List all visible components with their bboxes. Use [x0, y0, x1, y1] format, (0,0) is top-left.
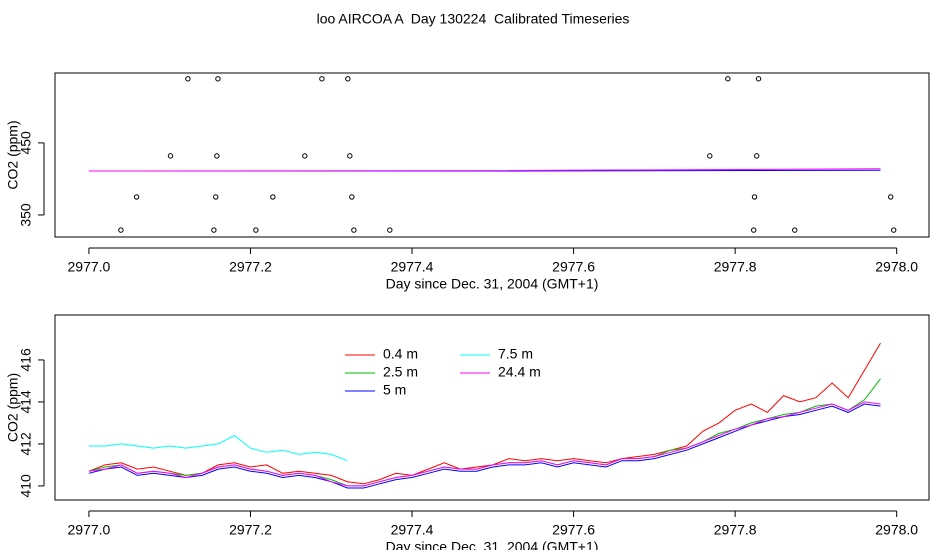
data-point	[167, 153, 174, 159]
x-tick-label: 2978.0	[875, 259, 918, 275]
data-point	[751, 194, 758, 200]
series-line	[88, 342, 881, 485]
data-point	[751, 227, 757, 233]
x-tick-label: 2977.6	[552, 259, 595, 275]
y-tick-label: 350	[18, 203, 34, 227]
data-point	[387, 227, 393, 233]
legend-label: 7.5 m	[498, 346, 533, 362]
legend-label: 5 m	[383, 382, 406, 398]
legend-label: 24.4 m	[498, 364, 541, 380]
y-tick-label: 416	[18, 348, 34, 372]
data-point	[891, 227, 897, 233]
data-point	[351, 227, 357, 233]
x-axis-title: Day since Dec. 31, 2004 (GMT+1)	[386, 539, 599, 550]
data-point	[347, 153, 353, 159]
x-tick-label: 2977.4	[391, 259, 434, 275]
legend-label: 0.4 m	[383, 346, 418, 362]
y-tick-label: 410	[18, 474, 34, 498]
x-axis-title: Day since Dec. 31, 2004 (GMT+1)	[386, 276, 599, 292]
series-line	[88, 403, 881, 489]
legend-label: 2.5 m	[383, 364, 418, 380]
data-point	[253, 227, 259, 233]
data-point	[214, 153, 220, 159]
x-tick-label: 2977.6	[552, 522, 595, 538]
data-point	[118, 227, 124, 233]
series-line	[88, 434, 348, 462]
data-point	[707, 153, 713, 159]
figure-title: loo AIRCOA A Day 130224 Calibrated Times…	[317, 11, 630, 27]
data-point	[888, 194, 894, 200]
y-tick-label: 412	[18, 432, 34, 456]
x-tick-label: 2978.0	[875, 522, 918, 538]
x-tick-label: 2977.8	[714, 522, 757, 538]
data-point	[215, 76, 221, 82]
data-point	[349, 194, 355, 200]
series-line	[88, 401, 881, 487]
data-point	[755, 76, 762, 82]
data-point	[133, 194, 140, 200]
data-point	[319, 76, 325, 82]
y-tick-label: 414	[18, 390, 34, 414]
x-tick-label: 2977.2	[229, 522, 272, 538]
plot-frame	[54, 314, 930, 501]
data-point	[345, 76, 351, 82]
plot-frame	[54, 72, 930, 238]
y-axis-title: CO2 (ppm)	[5, 120, 21, 189]
y-tick-label: 450	[18, 131, 34, 155]
y-axis-title: CO2 (ppm)	[5, 373, 21, 442]
x-tick-label: 2977.0	[68, 259, 111, 275]
data-point	[211, 227, 217, 233]
data-point	[213, 194, 219, 200]
data-point	[725, 76, 731, 82]
data-point	[302, 153, 308, 159]
data-point	[185, 76, 191, 82]
series-line	[88, 168, 881, 172]
data-point	[792, 227, 798, 233]
data-point	[754, 153, 760, 159]
x-tick-label: 2977.0	[68, 522, 111, 538]
data-point	[270, 194, 276, 200]
x-tick-label: 2977.2	[229, 259, 272, 275]
x-tick-label: 2977.4	[391, 522, 434, 538]
x-tick-label: 2977.8	[714, 259, 757, 275]
